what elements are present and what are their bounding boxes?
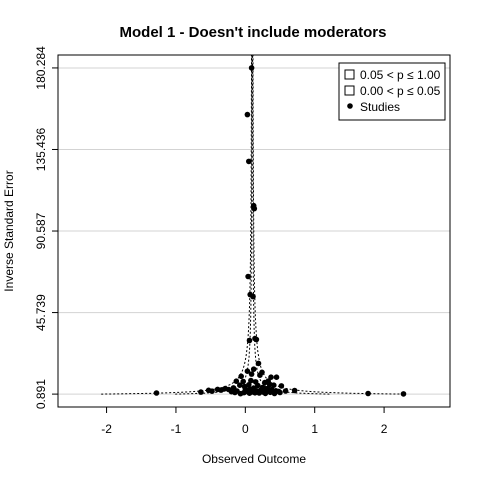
data-point [278, 383, 285, 389]
x-tick-label: 2 [381, 422, 388, 436]
data-point [271, 382, 277, 389]
data-point [250, 293, 256, 300]
data-point [246, 337, 253, 344]
data-point [233, 378, 240, 385]
data-point [255, 360, 262, 367]
y-axis-label: Inverse Standard Error [2, 170, 16, 291]
data-point [153, 390, 160, 396]
x-axis-label: Observed Outcome [202, 452, 306, 466]
data-point [244, 368, 251, 375]
y-tick-label: 180.284 [34, 46, 48, 90]
data-point [246, 382, 252, 388]
legend-label-studies: Studies [360, 100, 400, 114]
data-point [205, 387, 212, 394]
y-tick-label: 90.587 [34, 212, 48, 249]
data-point [198, 389, 204, 395]
x-tick-label: 0 [242, 422, 249, 436]
data-point [248, 377, 254, 384]
data-point [248, 65, 255, 71]
data-point [277, 389, 283, 396]
data-point [248, 371, 255, 377]
y-tick-label: 135.436 [34, 127, 48, 171]
data-point [252, 390, 258, 396]
data-point [240, 378, 246, 385]
data-point [232, 389, 238, 396]
data-point [251, 205, 258, 212]
legend-label-nonsig: 0.05 < p ≤ 1.00 [360, 68, 441, 82]
data-point [291, 387, 298, 394]
data-point [222, 385, 228, 392]
y-tick-label: 45.739 [34, 294, 48, 331]
data-point [365, 390, 371, 397]
data-point [246, 158, 252, 165]
study-points [153, 65, 407, 397]
legend: 0.05 < p ≤ 1.00 0.00 < p ≤ 0.05 Studies [338, 62, 446, 121]
data-point [237, 382, 243, 389]
legend-swatch-sig [344, 85, 355, 96]
data-point [244, 111, 251, 118]
data-point [238, 373, 244, 380]
x-tick-label: -2 [101, 422, 112, 436]
data-point [214, 386, 221, 393]
data-point [267, 389, 274, 396]
data-point [282, 388, 289, 394]
data-point [273, 374, 280, 381]
data-point [237, 390, 244, 397]
contour-left [101, 55, 252, 395]
data-point [254, 382, 261, 389]
contour-inner-right [252, 55, 330, 395]
data-point [250, 366, 257, 373]
x-tick-label: 1 [311, 422, 318, 436]
data-point [268, 374, 274, 381]
x-axis: -2 -1 0 1 2 [101, 407, 388, 436]
legend-swatch-nonsig [344, 69, 355, 80]
data-point [262, 390, 269, 397]
data-point [245, 273, 251, 280]
data-point [271, 390, 278, 397]
legend-dot-studies [347, 103, 353, 109]
chart-title: Model 1 - Doesn't include moderators [120, 24, 387, 41]
contour-inner-left [175, 55, 253, 395]
y-tick-label: 0.891 [34, 379, 48, 409]
data-point [257, 372, 263, 379]
legend-box [338, 62, 446, 121]
data-point [262, 379, 268, 386]
x-tick-label: -1 [171, 422, 182, 436]
legend-label-sig: 0.00 < p ≤ 0.05 [360, 84, 441, 98]
data-point [246, 390, 253, 397]
data-point [400, 391, 407, 397]
y-axis: 0.891 45.739 90.587 135.436 180.284 [34, 46, 58, 409]
data-point [253, 336, 260, 343]
data-point [256, 390, 263, 396]
